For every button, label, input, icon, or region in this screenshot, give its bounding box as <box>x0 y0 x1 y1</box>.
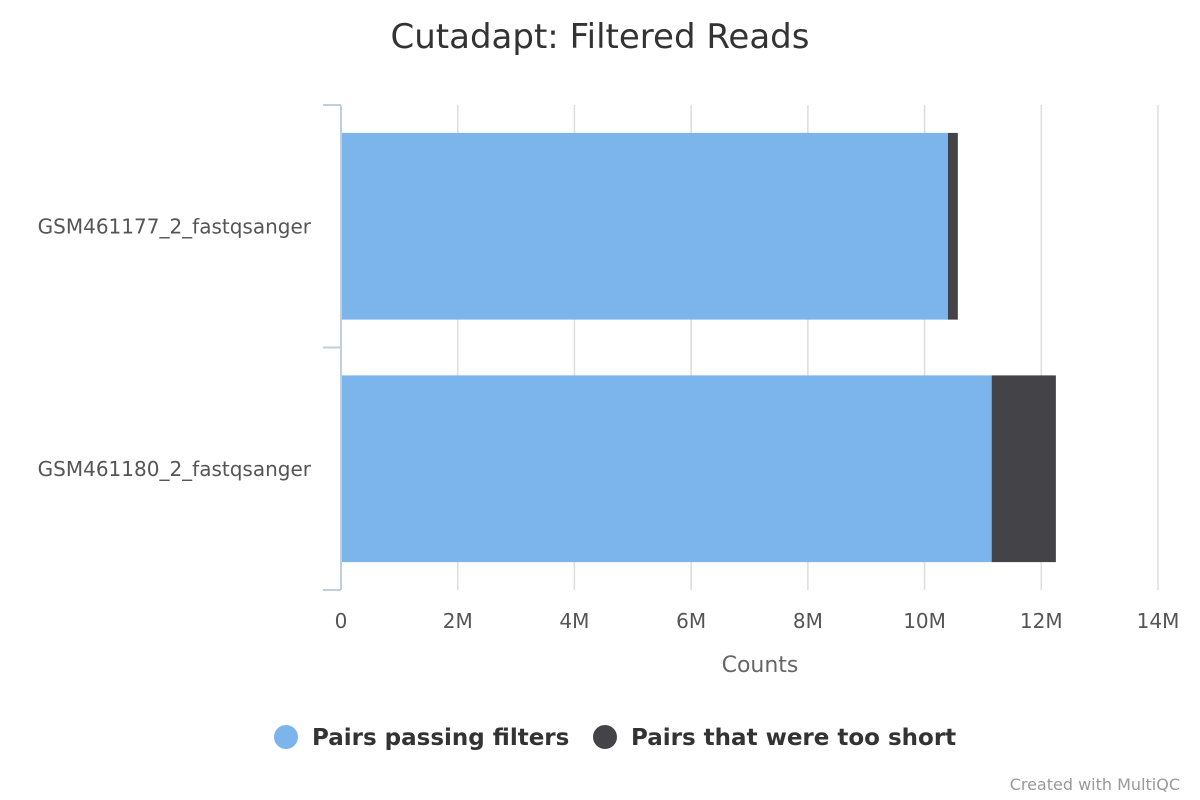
x-tick-label: 14M <box>1137 609 1180 633</box>
x-tick-label: 0 <box>335 609 348 633</box>
legend-swatch[interactable] <box>593 725 617 749</box>
bar-segment[interactable] <box>341 132 948 320</box>
x-axis-title: Counts <box>722 653 799 678</box>
category-label: GSM461180_2_fastqsanger <box>38 457 312 481</box>
bar-segment[interactable] <box>947 132 958 320</box>
x-tick-label: 4M <box>559 609 589 633</box>
bar-segment[interactable] <box>991 375 1056 563</box>
x-tick-label: 6M <box>676 609 706 633</box>
credit-text[interactable]: Created with MultiQC <box>1010 775 1180 794</box>
bars <box>341 132 1056 563</box>
category-labels: GSM461177_2_fastqsanger GSM461180_2_fastq… <box>38 214 312 481</box>
x-tick-label: 8M <box>793 609 823 633</box>
chart-title: Cutadapt: Filtered Reads <box>391 17 810 57</box>
category-label: GSM461177_2_fastqsanger <box>38 214 312 238</box>
x-tick-label: 10M <box>903 609 946 633</box>
legend-swatch[interactable] <box>274 725 298 749</box>
category-axis <box>323 104 342 591</box>
legend-item-label[interactable]: Pairs that were too short <box>631 725 956 751</box>
x-tick-label: 2M <box>443 609 473 633</box>
legend: Pairs passing filters Pairs that were too… <box>274 725 956 751</box>
legend-item-label[interactable]: Pairs passing filters <box>312 725 569 751</box>
x-tick-labels: 0 2M 4M 6M 8M 10M 12M 14M <box>335 609 1180 633</box>
x-tick-label: 12M <box>1020 609 1063 633</box>
bar-segment[interactable] <box>341 375 992 563</box>
